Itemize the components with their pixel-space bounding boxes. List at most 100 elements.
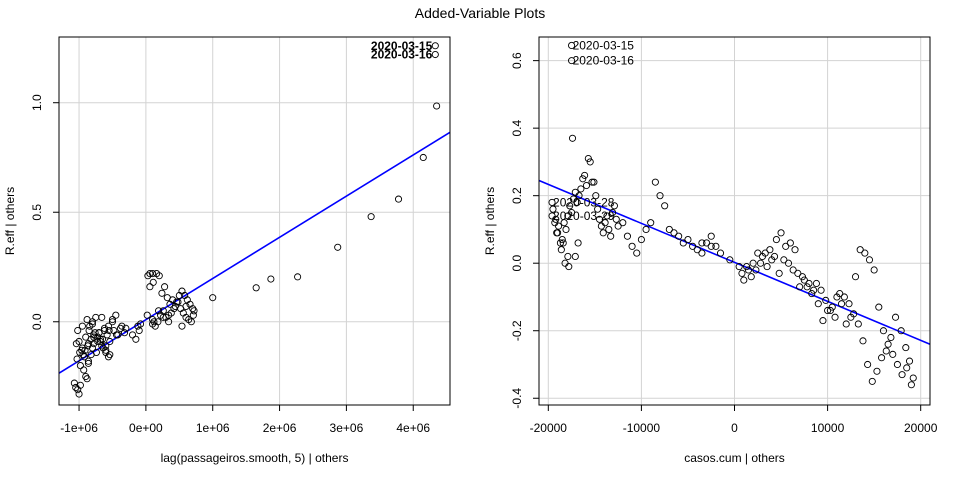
data-point bbox=[873, 367, 881, 375]
data-point bbox=[826, 306, 834, 315]
data-point bbox=[568, 209, 576, 217]
data-point bbox=[575, 192, 583, 200]
data-point bbox=[642, 225, 650, 233]
data-point bbox=[559, 239, 567, 247]
data-point bbox=[334, 243, 342, 251]
x-tick-label: -20000 bbox=[530, 421, 568, 435]
data-point bbox=[555, 222, 563, 230]
data-point bbox=[738, 269, 746, 277]
data-point bbox=[582, 182, 591, 190]
data-point bbox=[637, 236, 645, 244]
data-point bbox=[782, 242, 790, 250]
data-point bbox=[628, 242, 636, 250]
data-point bbox=[607, 232, 615, 240]
data-point bbox=[92, 313, 100, 321]
data-point bbox=[584, 154, 592, 163]
data-point bbox=[565, 263, 573, 271]
data-point bbox=[902, 344, 910, 352]
data-point bbox=[96, 337, 104, 346]
data-point bbox=[132, 335, 140, 343]
data-point bbox=[90, 333, 98, 341]
point-label: 2020-03-29 bbox=[553, 209, 615, 223]
data-point bbox=[209, 294, 217, 302]
data-point bbox=[573, 198, 581, 206]
point-label: 2020-03-15 bbox=[573, 38, 635, 52]
data-point bbox=[856, 246, 864, 254]
data-point bbox=[878, 354, 886, 362]
data-point bbox=[897, 327, 905, 335]
data-point bbox=[182, 302, 190, 310]
data-point bbox=[102, 342, 110, 350]
data-point bbox=[754, 249, 762, 257]
data-point bbox=[812, 279, 820, 288]
data-point bbox=[887, 333, 895, 342]
data-point bbox=[726, 256, 734, 264]
data-point bbox=[707, 232, 715, 240]
x-tick-label: 20000 bbox=[904, 421, 938, 435]
data-point bbox=[693, 246, 701, 254]
y-tick-label: 0.0 bbox=[510, 255, 524, 272]
data-point bbox=[252, 284, 260, 292]
data-point bbox=[766, 246, 774, 254]
data-point bbox=[592, 192, 600, 200]
point-label: 2020-03-16 bbox=[573, 54, 635, 68]
data-point bbox=[187, 318, 195, 326]
data-point bbox=[76, 381, 84, 389]
data-point bbox=[76, 362, 84, 370]
data-point bbox=[875, 303, 883, 311]
point-label: 2020-03-28 bbox=[553, 195, 615, 209]
data-point bbox=[74, 326, 82, 335]
data-point bbox=[85, 326, 93, 335]
data-point bbox=[661, 202, 669, 210]
data-point bbox=[763, 263, 771, 271]
data-point bbox=[120, 329, 129, 337]
data-point bbox=[614, 222, 622, 230]
data-point bbox=[161, 283, 169, 291]
data-point bbox=[100, 324, 108, 332]
data-point bbox=[433, 102, 441, 110]
data-point bbox=[893, 360, 901, 369]
data-point bbox=[173, 298, 181, 306]
data-point bbox=[808, 290, 816, 298]
data-point bbox=[603, 212, 611, 220]
data-point bbox=[599, 229, 607, 237]
x-tick-label: 2e+06 bbox=[263, 421, 297, 435]
data-point bbox=[577, 185, 585, 193]
data-point bbox=[594, 205, 602, 213]
data-point bbox=[665, 225, 673, 233]
data-point bbox=[568, 57, 576, 65]
data-point bbox=[775, 269, 783, 277]
data-point bbox=[882, 347, 890, 355]
data-point bbox=[150, 318, 158, 326]
data-point bbox=[105, 326, 113, 335]
data-point bbox=[761, 249, 769, 257]
data-point bbox=[838, 300, 846, 308]
data-point bbox=[431, 42, 439, 50]
data-point bbox=[744, 266, 753, 274]
data-point bbox=[143, 311, 151, 319]
data-point bbox=[128, 331, 137, 339]
data-point bbox=[889, 350, 897, 358]
data-point bbox=[118, 322, 126, 330]
y-axis-title: R.eff | others bbox=[3, 187, 17, 255]
figure-title: Added-Variable Plots bbox=[414, 5, 546, 21]
data-point bbox=[884, 340, 892, 348]
data-point bbox=[554, 229, 562, 237]
y-tick-label: 0.5 bbox=[30, 204, 44, 221]
y-tick-label: -0.2 bbox=[510, 320, 524, 341]
data-point bbox=[879, 327, 888, 335]
data-point bbox=[749, 259, 757, 267]
data-point bbox=[608, 209, 617, 217]
data-point bbox=[72, 340, 80, 348]
data-point bbox=[146, 283, 154, 291]
data-point bbox=[907, 381, 915, 389]
data-point bbox=[558, 236, 566, 244]
x-tick-label: 10000 bbox=[811, 421, 845, 435]
data-point bbox=[772, 236, 780, 244]
data-point bbox=[114, 331, 122, 339]
data-point bbox=[798, 273, 807, 281]
data-point bbox=[106, 351, 114, 359]
data-point bbox=[752, 266, 760, 274]
data-point bbox=[557, 246, 565, 254]
data-point bbox=[73, 355, 81, 363]
